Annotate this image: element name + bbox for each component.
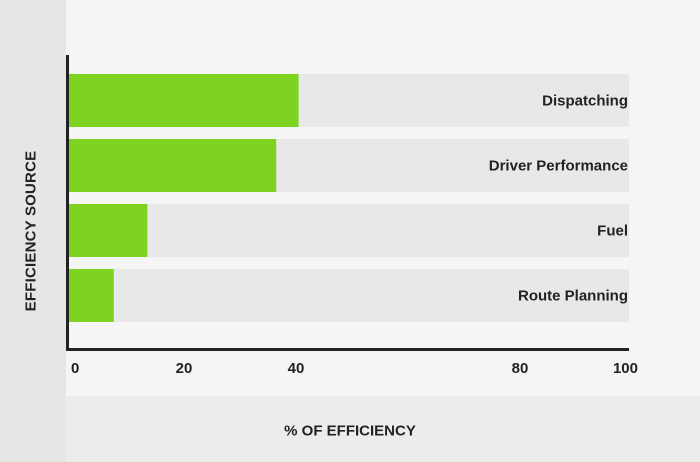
x-axis-title: % OF EFFICIENCY [284, 422, 416, 440]
category-labels: Dispatching Driver Performance Fuel Route P… [489, 93, 628, 305]
x-axis-label-band [66, 396, 700, 462]
category-label: Dispatching [542, 93, 628, 110]
bars [69, 74, 299, 322]
bar [69, 139, 277, 192]
bar-track [69, 204, 629, 257]
x-tick-label: 40 [288, 360, 305, 377]
x-tick-label: 0 [71, 360, 79, 377]
category-label: Route Planning [518, 288, 628, 305]
bar [69, 269, 114, 322]
bar [69, 74, 299, 127]
bar-track [69, 269, 629, 322]
y-axis-title: EFFICIENCY SOURCE [22, 150, 40, 312]
x-tick-label: 80 [512, 360, 529, 377]
bar [69, 204, 148, 257]
x-tick-labels: 0 20 40 80 100 [71, 360, 638, 377]
x-tick-label: 20 [176, 360, 193, 377]
x-tick-label: 100 [613, 360, 638, 377]
y-axis-label-band [0, 0, 66, 462]
axes [66, 55, 629, 351]
category-label: Driver Performance [489, 158, 628, 175]
category-label: Fuel [597, 223, 628, 240]
